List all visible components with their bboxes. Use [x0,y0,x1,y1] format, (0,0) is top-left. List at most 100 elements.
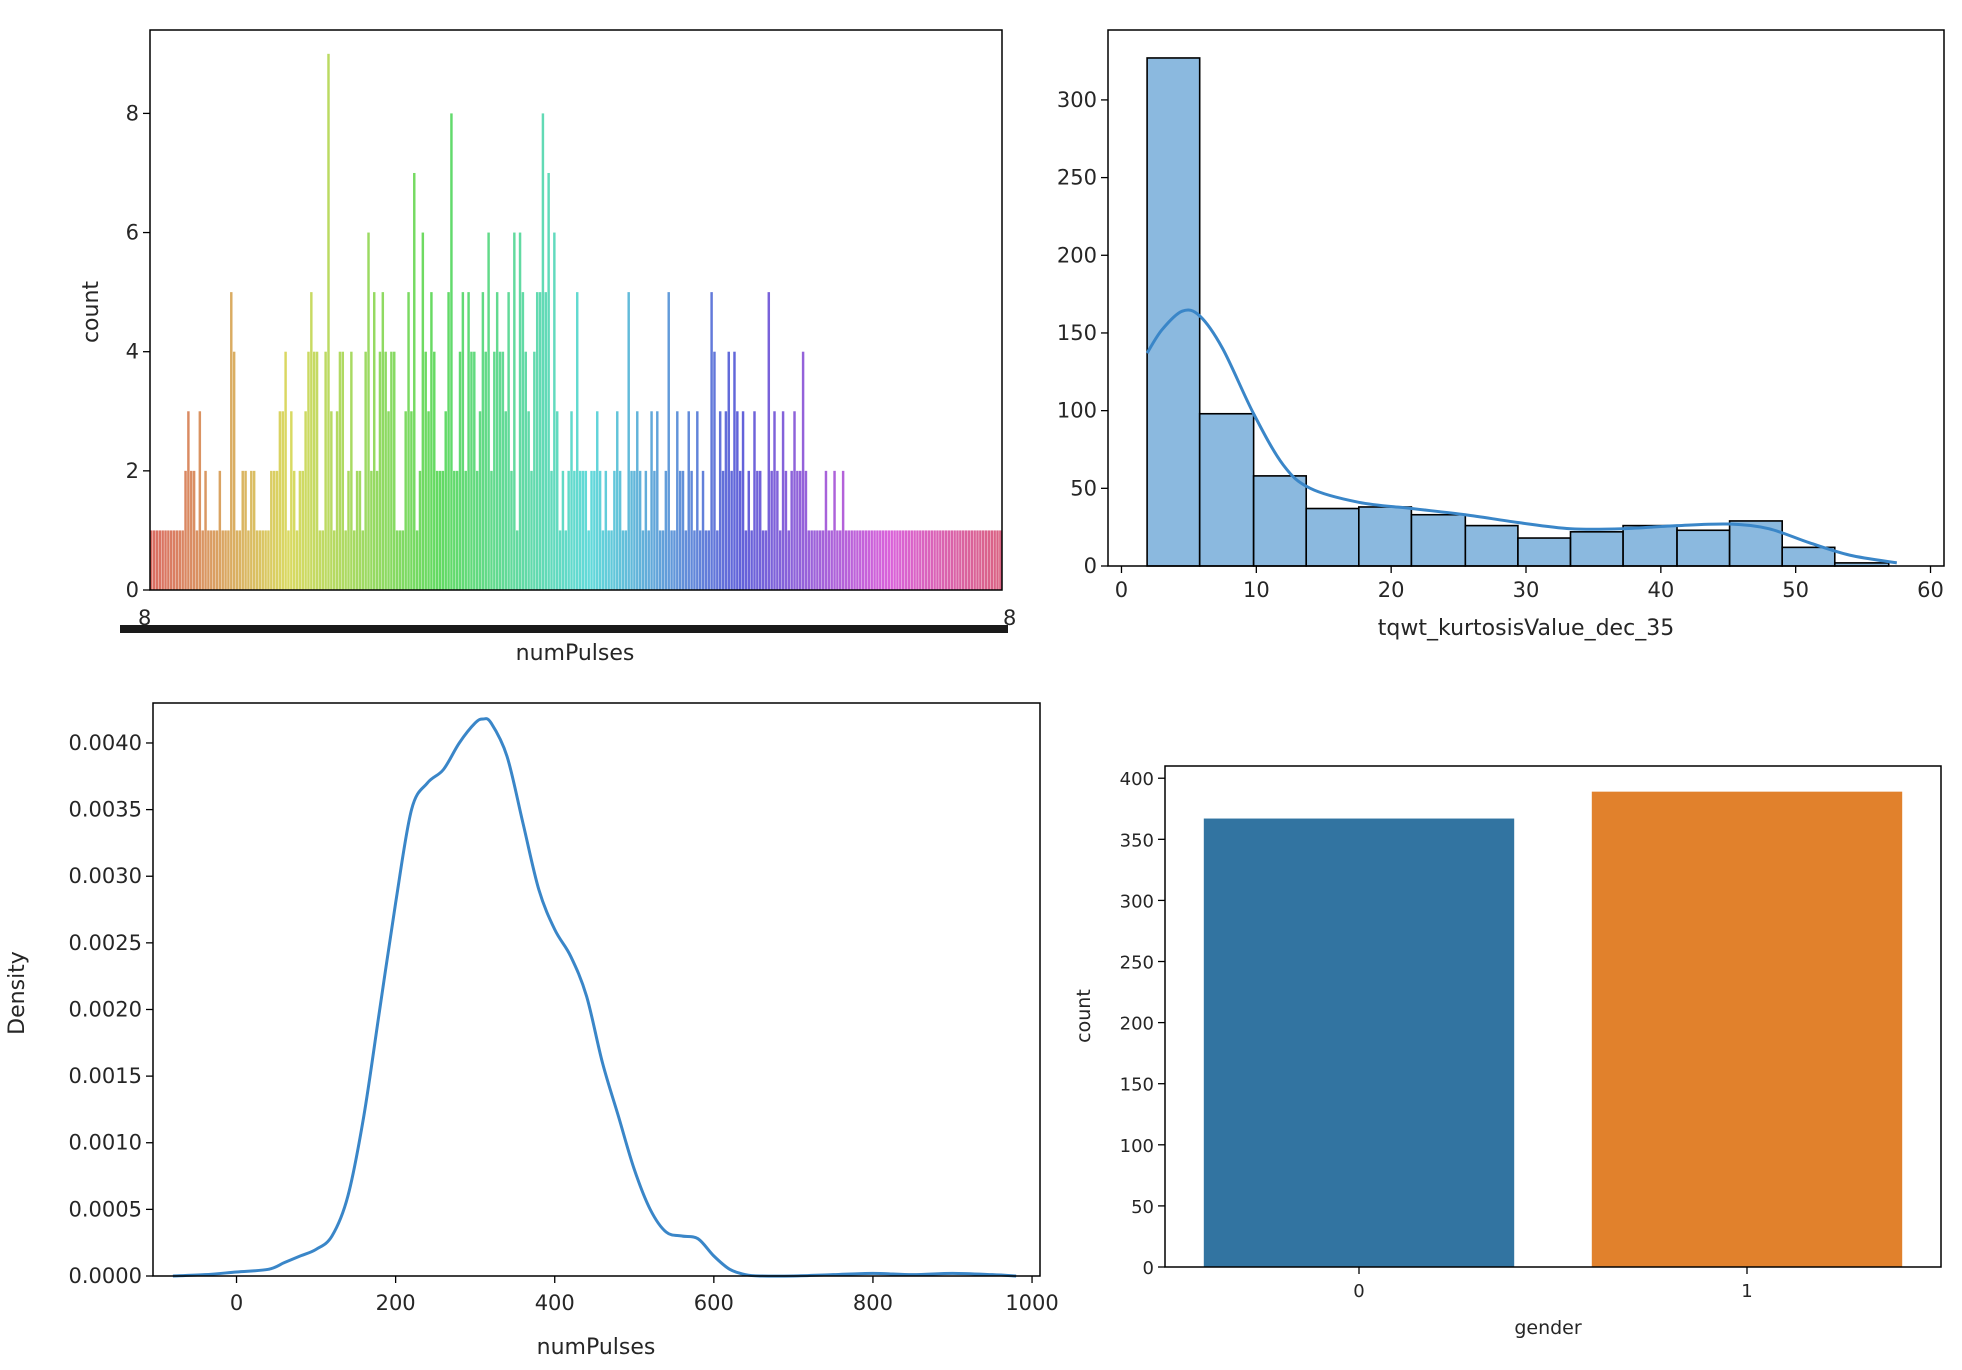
count-bar [332,530,336,590]
count-bar [730,470,733,590]
count-bar [473,351,476,590]
y-axis-ticks: 0.0000 0.0005 0.0010 0.0015 0.0020 0.0025 0.00… [69,731,153,1288]
x-tick-label: 0 [1115,578,1128,602]
y-tick-label: 200 [1120,1014,1154,1035]
count-bar [830,530,833,590]
count-bar [856,530,859,590]
count-bar [750,530,753,590]
count-bar [553,232,556,590]
count-bar [430,292,433,590]
histogram-bin [1464,524,1519,567]
count-bar [953,530,956,590]
count-bar [410,411,413,590]
count-bar [841,470,845,590]
x-tick-label: 0 [1353,1281,1364,1302]
count-bar [890,530,893,590]
histogram-bars [1146,57,1890,567]
count-bar [250,470,253,590]
count-bar [272,470,276,590]
count-bar [167,530,170,590]
y-tick-label: 100 [1120,1136,1154,1157]
count-bar [555,411,559,590]
count-bar [707,530,710,590]
y-tick-label: 350 [1120,830,1154,851]
gender-bar-1 [1591,791,1903,1267]
count-bar [481,292,485,590]
count-bar [987,530,991,590]
count-bar [687,411,690,590]
count-bar [524,351,527,590]
count-bar [601,530,605,590]
count-bar [281,411,284,590]
count-bar [927,530,931,590]
count-bar [493,351,496,590]
count-bar [593,470,596,590]
count-bar [681,470,685,590]
count-bar [979,530,982,590]
count-bar [947,530,951,590]
count-bar [244,470,247,590]
count-bar [919,530,922,590]
count-bar [970,530,974,590]
y-tick-label: 150 [1120,1075,1154,1096]
count-bar [816,530,819,590]
count-bar [944,530,948,590]
count-bar [847,530,851,590]
count-bar [344,530,347,590]
count-bar [839,530,842,590]
y-tick-label: 0.0015 [69,1064,142,1088]
x-axis-label: tqwt_kurtosisValue_dec_35 [1378,616,1674,641]
count-bar [633,470,636,590]
count-bar [561,470,565,590]
count-bar [964,530,968,590]
count-bar [158,530,162,590]
count-bar [544,292,548,590]
count-bar [850,530,853,590]
count-bar [475,470,479,590]
count-bar [284,351,287,590]
count-bar [238,530,242,590]
count-bar [676,411,679,590]
count-bar [864,530,868,590]
plot-frame [149,29,1003,591]
count-bar [327,53,330,591]
count-bar [278,411,282,590]
count-bar [661,530,665,590]
count-bar [261,530,264,590]
count-bar [321,530,325,590]
count-bar [421,232,425,590]
count-bar [235,530,239,590]
count-bar [221,530,224,590]
histogram-bin [1305,507,1360,567]
count-bar [515,530,519,590]
count-bar [736,411,739,590]
x-tick-label: 30 [1513,578,1540,602]
count-bar [901,530,905,590]
count-bar [198,411,202,590]
x-axis-label: numPulses [516,641,635,666]
y-tick-label: 0.0020 [69,997,142,1021]
y-tick-label: 6 [126,221,139,245]
count-bar [896,530,899,590]
count-bar [187,411,190,590]
y-tick-label: 250 [1120,953,1154,974]
y-axis-label: Density [5,951,30,1035]
count-bar [758,470,762,590]
count-bar [764,530,768,590]
count-bar [713,351,716,590]
count-bar [904,530,908,590]
count-bar [393,351,396,590]
y-tick-label: 400 [1120,769,1154,790]
y-tick-label: 0.0030 [69,864,142,888]
count-bar [796,470,799,590]
count-bar [690,470,693,590]
count-bar [264,530,267,590]
count-bar [710,292,713,590]
y-tick-label: 0.0005 [69,1197,142,1221]
count-bar [215,530,219,590]
count-bar [753,411,756,590]
x-tick-label: 800 [853,1291,893,1315]
count-bar [484,351,487,590]
count-bar [573,470,576,590]
count-bar [378,351,382,590]
